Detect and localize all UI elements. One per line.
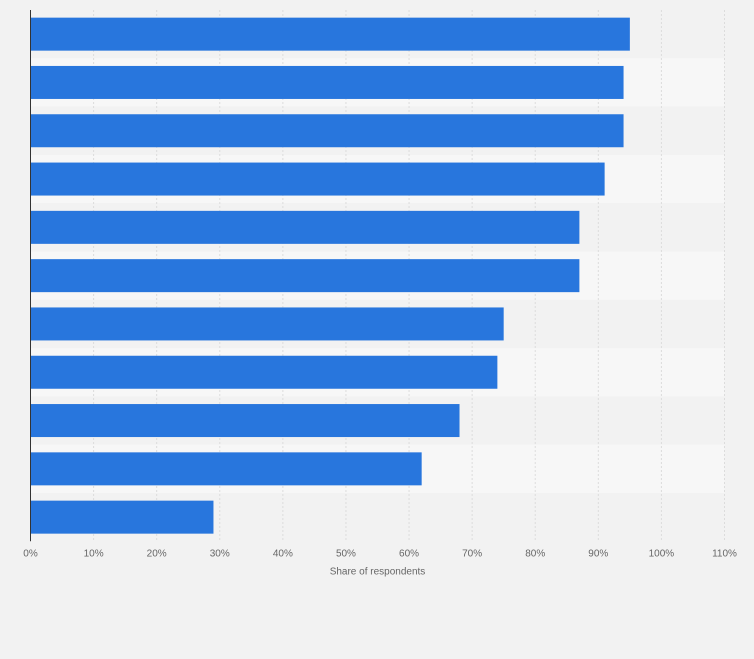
x-tick-label: 60% bbox=[399, 548, 419, 559]
x-tick-label: 0% bbox=[23, 548, 38, 559]
bar bbox=[30, 65, 624, 99]
x-tick-label: 90% bbox=[588, 548, 608, 559]
bar bbox=[30, 307, 504, 341]
x-tick-label: 30% bbox=[210, 548, 230, 559]
bar bbox=[30, 404, 460, 438]
bar bbox=[30, 162, 605, 196]
x-tick-label: 110% bbox=[712, 548, 737, 559]
x-tick-label: 40% bbox=[273, 548, 293, 559]
x-axis-ticks: 0% 10% 20% 30% 40% 50% 60% 70% 80% 90% 100% 110% bbox=[23, 548, 737, 559]
x-tick-label: 80% bbox=[525, 548, 545, 559]
bar bbox=[30, 17, 630, 51]
bars bbox=[30, 17, 630, 534]
bar bbox=[30, 114, 624, 148]
x-tick-label: 100% bbox=[649, 548, 675, 559]
bar bbox=[30, 259, 580, 293]
x-tick-label: 10% bbox=[84, 548, 104, 559]
x-axis-title: Share of respondents bbox=[330, 566, 426, 577]
bar bbox=[30, 500, 214, 534]
x-tick-label: 70% bbox=[462, 548, 482, 559]
x-tick-label: 50% bbox=[336, 548, 356, 559]
bar bbox=[30, 210, 580, 244]
x-tick-label: 20% bbox=[147, 548, 167, 559]
bar bbox=[30, 452, 422, 486]
bar bbox=[30, 355, 498, 389]
